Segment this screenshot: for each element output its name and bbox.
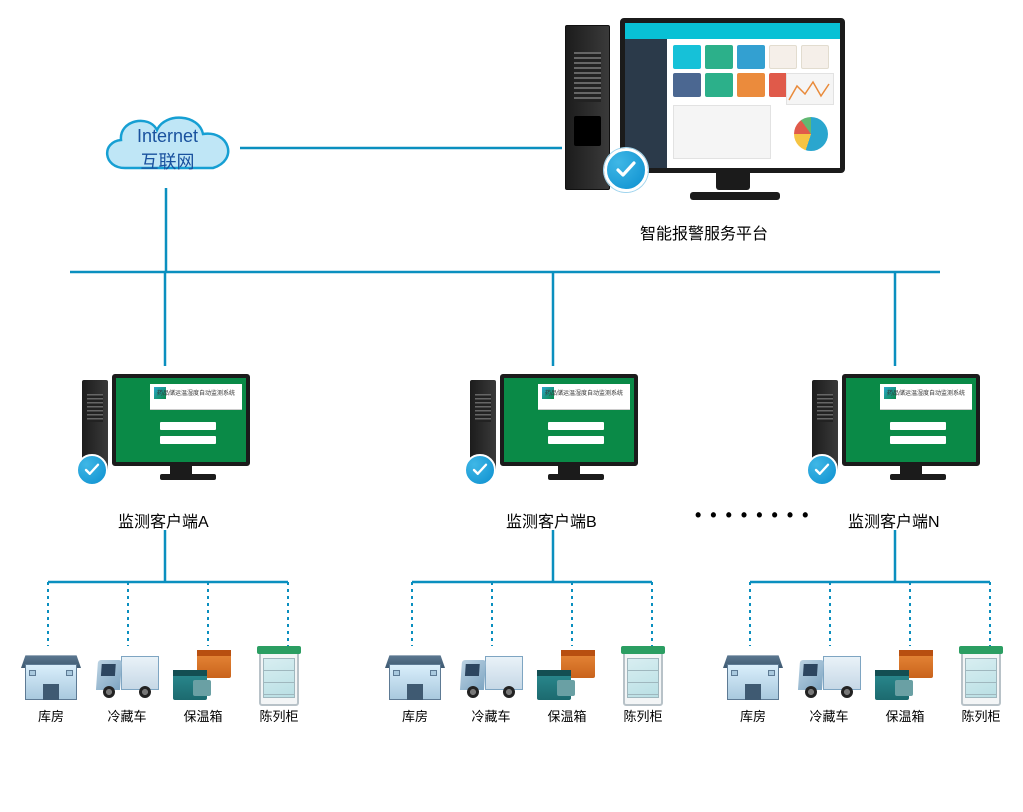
device-label: 保温箱	[874, 706, 936, 725]
device: 库房	[722, 650, 784, 725]
device: 保温箱	[874, 650, 936, 725]
device-label: 库房	[722, 706, 784, 725]
device: 冷藏车	[96, 650, 158, 725]
device-label: 冷藏车	[798, 706, 860, 725]
server-monitor-base	[690, 192, 780, 200]
device-label: 冷藏车	[460, 706, 522, 725]
device-label: 保温箱	[536, 706, 598, 725]
device-label: 库房	[384, 706, 446, 725]
device: 保温箱	[536, 650, 598, 725]
display-fridge-icon	[259, 650, 299, 706]
cooler-box-icon	[537, 650, 597, 700]
server-monitor-icon	[620, 18, 845, 173]
warehouse-icon	[21, 650, 81, 700]
client-monitor-icon: 药品储运温湿度自动监测系统	[112, 374, 250, 466]
ellipsis: • • • • • • • •	[695, 505, 810, 526]
device: 保温箱	[172, 650, 234, 725]
device: 库房	[384, 650, 446, 725]
display-fridge-icon	[623, 650, 663, 706]
device: 陈列柜	[950, 650, 1012, 725]
dashboard-panel	[673, 105, 771, 159]
client-A: 药品储运温湿度自动监测系统	[82, 370, 252, 480]
check-icon	[76, 454, 108, 486]
server-tower-icon	[565, 25, 610, 190]
device: 陈列柜	[612, 650, 674, 725]
check-icon	[806, 454, 838, 486]
warehouse-icon	[723, 650, 783, 700]
device-group: 库房冷藏车保温箱陈列柜	[20, 650, 310, 725]
truck-icon	[97, 650, 159, 698]
device: 陈列柜	[248, 650, 310, 725]
internet-cloud: Internet 互联网	[95, 106, 240, 186]
dashboard-header	[625, 23, 840, 39]
check-icon	[604, 148, 648, 192]
client-B: 药品储运温湿度自动监测系统	[470, 370, 640, 480]
device: 库房	[20, 650, 82, 725]
client-label: 监测客户端N	[848, 508, 940, 532]
device-group: 库房冷藏车保温箱陈列柜	[384, 650, 674, 725]
client-screen-title: 药品储运温湿度自动监测系统	[538, 388, 630, 397]
device-label: 陈列柜	[248, 706, 310, 725]
client-monitor-icon: 药品储运温湿度自动监测系统	[842, 374, 980, 466]
client-label: 监测客户端A	[118, 508, 209, 532]
device: 冷藏车	[798, 650, 860, 725]
client-label: 监测客户端B	[506, 508, 597, 532]
cloud-label-en: Internet	[95, 126, 240, 147]
client-screen-title: 药品储运温湿度自动监测系统	[880, 388, 972, 397]
display-fridge-icon	[961, 650, 1001, 706]
check-icon	[464, 454, 496, 486]
dashboard-pie-icon	[794, 117, 828, 151]
device-label: 陈列柜	[612, 706, 674, 725]
device-label: 保温箱	[172, 706, 234, 725]
client-N: 药品储运温湿度自动监测系统	[812, 370, 982, 480]
device-label: 冷藏车	[96, 706, 158, 725]
client-screen-title: 药品储运温湿度自动监测系统	[150, 388, 242, 397]
cooler-box-icon	[875, 650, 935, 700]
cloud-label-zh: 互联网	[95, 148, 240, 174]
warehouse-icon	[385, 650, 445, 700]
truck-icon	[461, 650, 523, 698]
cooler-box-icon	[173, 650, 233, 700]
device-label: 库房	[20, 706, 82, 725]
server-label: 智能报警服务平台	[640, 220, 768, 244]
truck-icon	[799, 650, 861, 698]
client-monitor-icon: 药品储运温湿度自动监测系统	[500, 374, 638, 466]
dashboard-chart-line	[786, 73, 834, 105]
device: 冷藏车	[460, 650, 522, 725]
dashboard-tiles-row2	[673, 73, 797, 97]
dashboard-tiles-row1	[673, 45, 829, 69]
device-label: 陈列柜	[950, 706, 1012, 725]
device-group: 库房冷藏车保温箱陈列柜	[722, 650, 1012, 725]
